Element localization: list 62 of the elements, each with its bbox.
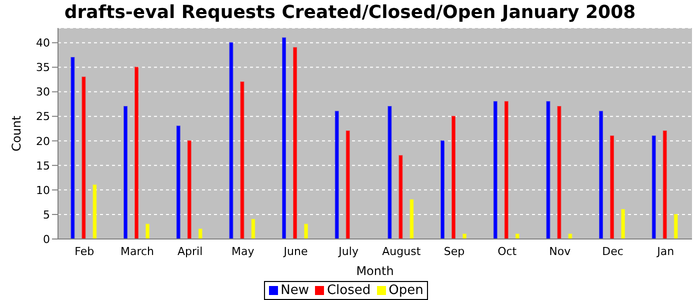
x-tick-label: July [338, 244, 359, 258]
legend-label: Open [388, 283, 424, 298]
bar [440, 140, 445, 239]
x-tick-label: Oct [498, 244, 518, 258]
bar [176, 126, 180, 239]
bar [240, 81, 244, 239]
y-tick-label: 40 [36, 36, 50, 50]
bar [462, 234, 467, 239]
bar [229, 42, 234, 239]
y-tick-label: 0 [43, 232, 50, 246]
bar [621, 209, 626, 239]
bar [198, 228, 202, 239]
bar [124, 106, 128, 239]
bar [674, 214, 678, 239]
x-axis-title: Month [356, 264, 394, 278]
bar [334, 110, 339, 239]
y-tick-label: 30 [36, 86, 50, 99]
bar [346, 130, 350, 239]
bar [599, 110, 604, 239]
x-tick-label: May [232, 244, 255, 258]
x-tick-label: Nov [549, 244, 572, 258]
bar [251, 218, 256, 239]
legend-label: Closed [326, 283, 371, 298]
bar [388, 106, 392, 239]
x-tick-label: Dec [602, 244, 624, 258]
y-axis-title: Count [9, 115, 24, 152]
bar [452, 116, 456, 239]
x-tick-label: Sep [444, 244, 465, 258]
bar [70, 56, 75, 239]
bar [515, 234, 520, 239]
legend-label: New [280, 283, 309, 298]
bar [652, 135, 656, 239]
bar [92, 184, 97, 239]
bar [410, 199, 414, 239]
x-tick-label: March [120, 244, 154, 258]
x-tick-label: Jan [656, 244, 674, 258]
y-tick-label: 20 [36, 134, 50, 148]
chart-title: drafts-eval Requests Created/Closed/Open January 2008 [63, 1, 637, 25]
bar [82, 76, 86, 239]
y-tick-label: 25 [36, 110, 50, 124]
x-tick-label: April [178, 244, 203, 258]
bar [293, 47, 298, 239]
bar [546, 101, 550, 239]
bar [568, 234, 572, 239]
bar [282, 37, 286, 239]
y-tick-label: 10 [36, 184, 50, 197]
bar [662, 130, 667, 239]
y-tick-label: 15 [36, 159, 50, 172]
x-tick-label: Feb [74, 244, 94, 258]
bar [146, 224, 150, 239]
bar [398, 155, 403, 239]
bar [610, 135, 614, 239]
bar [504, 101, 508, 239]
bar [493, 101, 498, 239]
bar [134, 66, 139, 239]
y-tick-label: 5 [43, 208, 50, 222]
y-tick-label: 35 [36, 61, 50, 74]
bar [304, 224, 308, 239]
bar [557, 106, 562, 239]
bar [187, 140, 192, 239]
x-tick-label: August [382, 244, 422, 258]
x-tick-label: June [282, 244, 308, 258]
